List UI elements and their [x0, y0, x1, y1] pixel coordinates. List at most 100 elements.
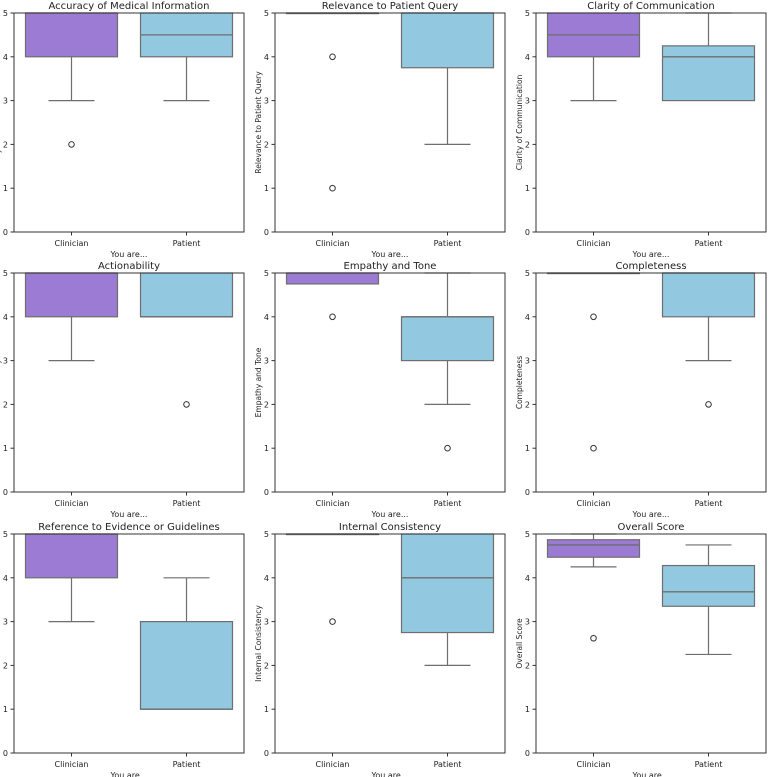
axes-frame: [274, 533, 506, 754]
subplot-8: Internal Consistency 0 1 2 3 4 5 Clinician Patie…: [254, 522, 506, 777]
box-clinician: [285, 272, 380, 321]
y-axis-label: Completeness: [515, 356, 524, 409]
subplot-title: Reference to Evidence or Guidelines: [38, 522, 219, 533]
y-tick-label: 1: [3, 444, 8, 453]
y-tick-label: 1: [525, 705, 530, 714]
x-axis-label: You are...: [110, 510, 148, 519]
x-tick-label: Clinician: [316, 499, 350, 508]
x-axis-label: You are...: [371, 510, 409, 519]
y-tick-label: 2: [3, 400, 8, 409]
box-clinician: [24, 12, 119, 148]
iqr-box: [661, 45, 756, 102]
iqr-box: [661, 564, 756, 607]
y-tick-label: 2: [3, 140, 8, 149]
x-tick-label: Clinician: [577, 239, 611, 248]
subplot-title: Completeness: [615, 261, 686, 272]
x-axis-label: You are...: [632, 510, 670, 519]
box-patient: [661, 12, 756, 102]
y-tick-label: 4: [3, 53, 8, 62]
outlier-point: [329, 618, 336, 625]
box-patient: [139, 12, 234, 102]
y-axis-label: Overall Score: [515, 618, 524, 669]
iqr-box: [546, 539, 641, 558]
y-tick-label: 0: [525, 749, 530, 758]
y-tick-label: 4: [525, 313, 530, 322]
y-tick-label: 2: [264, 400, 269, 409]
x-tick-label: Clinician: [55, 760, 89, 769]
x-tick-label: Clinician: [55, 239, 89, 248]
y-tick-label: 5: [264, 269, 269, 278]
iqr-box: [139, 272, 234, 318]
y-tick-label: 1: [525, 444, 530, 453]
subplot-3: Clarity of Communication 0 1 2 3 4 5 Clinician P…: [515, 1, 767, 259]
box-clinician: [24, 533, 119, 623]
y-tick-label: 1: [264, 444, 269, 453]
subplot-5: Empathy and Tone 0 1 2 3 4 5 Clinician Patient Yo…: [254, 261, 506, 519]
iqr-box: [24, 533, 119, 579]
box-clinician: [24, 272, 119, 362]
box-clinician: [285, 533, 380, 625]
x-tick-label: Clinician: [577, 760, 611, 769]
x-axis-label: You are...: [632, 771, 670, 777]
y-axis-label: Internal Consistency: [254, 605, 263, 682]
outlier-point: [329, 313, 336, 321]
y-tick-label: 2: [264, 661, 269, 670]
y-tick-label: 3: [3, 618, 8, 627]
subplot-2: Relevance to Patient Query 0 1 2 3 4 5 Clinicia…: [254, 1, 506, 259]
iqr-box: [285, 272, 380, 285]
y-tick-label: 3: [264, 618, 269, 627]
x-tick-label: Patient: [173, 760, 201, 769]
x-axis-label: You are...: [371, 771, 409, 777]
y-axis-label: Reference to Evidence or Guidelines: [0, 575, 2, 711]
y-axis-label: Empathy and Tone: [254, 347, 263, 417]
box-patient: [400, 272, 495, 452]
iqr-box: [139, 620, 234, 710]
x-tick-label: Patient: [173, 499, 201, 508]
x-tick-label: Clinician: [316, 760, 350, 769]
outlier-point: [705, 401, 712, 408]
y-tick-label: 0: [3, 749, 8, 758]
box-patient: [400, 533, 495, 667]
outlier-point: [590, 313, 597, 321]
axes-frame: [274, 12, 506, 233]
y-tick-label: 1: [3, 184, 8, 193]
subplot-9: Overall Score 0 1 2 3 4 5 Clinician Patient You a…: [515, 522, 767, 777]
outlier-point: [329, 184, 336, 192]
x-tick-label: Patient: [695, 499, 723, 508]
y-tick-label: 3: [264, 357, 269, 366]
subplot-title: Actionability: [98, 261, 160, 272]
y-axis-label: Accuracy of Medical Information: [0, 62, 2, 183]
box-patient: [661, 272, 756, 408]
axes-frame: [13, 533, 245, 754]
y-tick-label: 2: [264, 140, 269, 149]
x-tick-label: Patient: [695, 760, 723, 769]
y-tick-label: 5: [525, 530, 530, 539]
outlier-point: [329, 53, 336, 61]
subplot-title: Accuracy of Medical Information: [48, 1, 209, 12]
y-tick-label: 3: [525, 357, 530, 366]
x-tick-label: Patient: [434, 499, 462, 508]
box-patient: [661, 544, 756, 656]
y-tick-label: 5: [3, 9, 8, 18]
axes-frame: [535, 272, 767, 493]
box-clinician: [546, 533, 641, 642]
y-tick-label: 0: [264, 749, 269, 758]
box-patient: [139, 272, 234, 408]
y-tick-label: 1: [525, 184, 530, 193]
y-tick-label: 0: [3, 228, 8, 237]
x-tick-label: Clinician: [55, 499, 89, 508]
y-tick-label: 1: [264, 705, 269, 714]
y-tick-label: 5: [525, 269, 530, 278]
y-axis-label: Clarity of Communication: [515, 74, 524, 170]
y-axis-label: Relevance to Patient Query: [254, 71, 263, 174]
subplot-title: Clarity of Communication: [587, 1, 714, 12]
y-tick-label: 5: [264, 9, 269, 18]
y-tick-label: 2: [525, 661, 530, 670]
y-tick-label: 3: [3, 97, 8, 106]
y-tick-label: 3: [3, 357, 8, 366]
subplot-title: Internal Consistency: [339, 522, 441, 533]
y-axis-label: Actionability: [0, 359, 2, 406]
y-tick-label: 0: [264, 228, 269, 237]
box-clinician: [285, 12, 380, 192]
